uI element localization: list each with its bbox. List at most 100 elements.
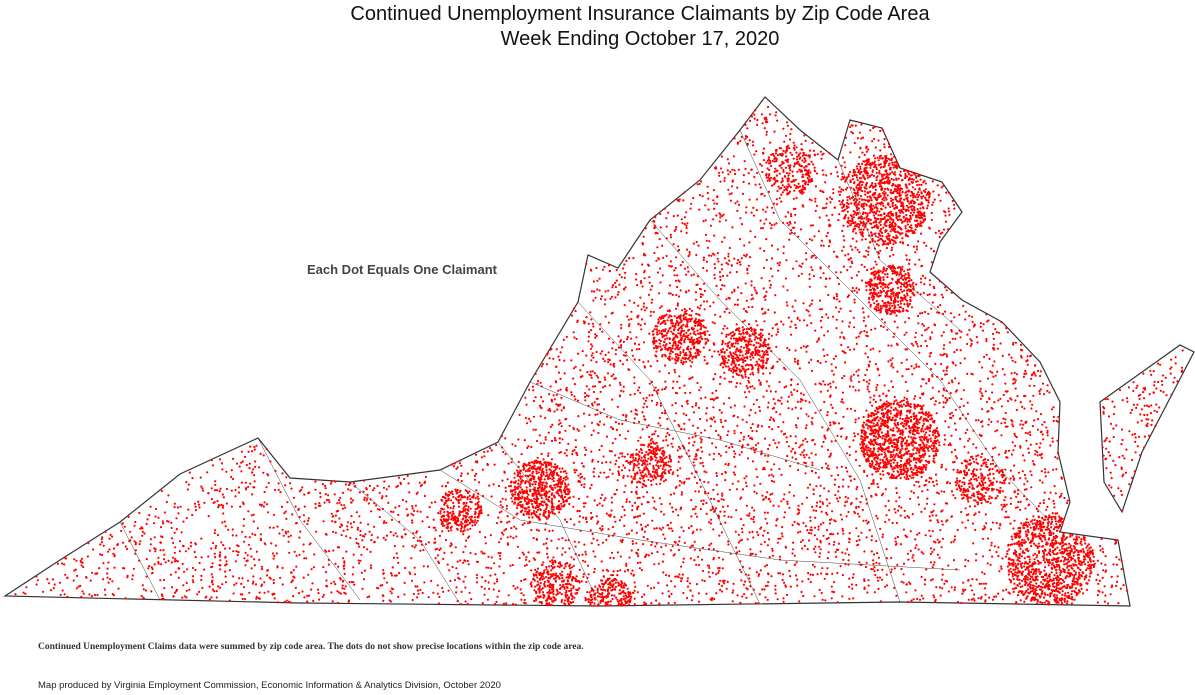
claimant-dot — [583, 322, 586, 325]
claimant-dot — [211, 588, 214, 591]
claimant-dot — [468, 535, 471, 538]
claimant-dot — [662, 526, 665, 529]
claimant-dot — [920, 344, 923, 348]
claimant-dot — [569, 567, 572, 570]
claimant-dot — [821, 502, 825, 505]
claimant-dot — [412, 536, 415, 540]
claimant-dot — [1014, 562, 1017, 565]
claimant-dot — [788, 484, 792, 487]
claimant-dot — [910, 306, 914, 309]
claimant-dot — [834, 493, 837, 497]
claimant-dot — [717, 171, 721, 174]
claimant-dot — [788, 138, 792, 141]
claimant-dot — [796, 522, 799, 525]
claimant-dot — [430, 501, 433, 504]
claimant-dot — [647, 264, 651, 267]
claimant-dot — [385, 521, 388, 524]
claimant-dot — [330, 512, 333, 515]
claimant-dot — [584, 553, 588, 556]
claimant-dot — [983, 526, 987, 529]
claimant-dot — [805, 413, 808, 416]
claimant-dot — [544, 528, 547, 531]
claimant-dot — [931, 566, 934, 569]
claimant-dot — [616, 574, 619, 577]
claimant-dot — [869, 396, 872, 399]
claimant-dot — [917, 503, 921, 506]
claimant-dot — [1031, 403, 1034, 406]
claimant-dot — [863, 316, 866, 319]
claimant-dot — [1025, 439, 1028, 442]
claimant-dot — [930, 579, 933, 582]
claimant-dot — [401, 498, 404, 502]
claimant-dot — [786, 121, 789, 124]
claimant-dot — [587, 573, 590, 576]
claimant-dot — [954, 377, 957, 380]
claimant-dot — [879, 285, 883, 288]
claimant-dot — [1043, 491, 1046, 494]
claimant-dot — [949, 392, 952, 395]
claimant-dot — [970, 598, 973, 601]
claimant-dot — [267, 511, 270, 514]
claimant-dot — [759, 227, 763, 230]
claimant-dot — [1001, 367, 1005, 371]
claimant-dot — [877, 368, 880, 371]
claimant-dot — [732, 450, 736, 453]
claimant-dot — [601, 541, 605, 544]
claimant-dot — [671, 404, 674, 407]
claimant-dot — [932, 594, 935, 597]
claimant-dot — [652, 310, 655, 314]
claimant-dot — [630, 310, 633, 313]
claimant-dot — [778, 261, 782, 264]
claimant-dot — [369, 566, 373, 570]
claimant-dot — [607, 535, 610, 538]
claimant-dot — [626, 453, 629, 456]
claimant-dot — [954, 448, 957, 451]
claimant-dot — [1038, 446, 1041, 449]
claimant-dot — [522, 553, 526, 556]
claimant-dot — [1145, 418, 1148, 421]
claimant-dot — [203, 568, 206, 571]
claimant-dot — [943, 490, 946, 493]
claimant-dot — [948, 482, 952, 485]
claimant-dot — [1128, 483, 1131, 486]
claimant-dot — [162, 597, 165, 600]
claimant-dot — [770, 227, 773, 230]
claimant-dot — [1002, 417, 1005, 420]
claimant-dot — [753, 451, 757, 454]
claimant-dot — [476, 495, 479, 498]
claimant-dot — [680, 455, 683, 458]
claimant-dot — [820, 157, 823, 160]
claimant-dot — [938, 280, 942, 283]
claimant-dot — [718, 353, 721, 356]
claimant-dot — [919, 232, 923, 235]
claimant-dot — [1143, 397, 1146, 400]
claimant-dot — [275, 552, 278, 555]
claimant-dot — [93, 593, 97, 597]
claimant-dot — [464, 575, 467, 578]
claimant-dot — [644, 227, 648, 230]
claimant-dot — [382, 521, 385, 525]
claimant-dot — [160, 535, 163, 538]
claimant-dot — [727, 430, 730, 433]
claimant-dot — [746, 272, 749, 275]
claimant-dot — [35, 583, 38, 586]
claimant-dot — [570, 391, 573, 394]
claimant-dot — [767, 538, 771, 541]
claimant-dot — [616, 405, 619, 408]
claimant-dot — [1122, 473, 1125, 476]
claimant-dot — [751, 144, 755, 147]
claimant-dot — [651, 440, 654, 443]
claimant-dot — [248, 467, 251, 470]
claimant-dot — [952, 559, 956, 562]
claimant-dot — [307, 519, 310, 522]
claimant-dot — [768, 425, 771, 429]
claimant-dot — [840, 435, 843, 438]
claimant-dot — [820, 326, 823, 329]
claimant-dot — [647, 554, 651, 557]
claimant-dot — [827, 490, 830, 493]
claimant-dot — [505, 602, 508, 605]
claimant-dot — [351, 573, 354, 576]
claimant-dot — [772, 439, 775, 442]
claimant-dot — [564, 429, 567, 432]
claimant-dot — [847, 559, 850, 562]
